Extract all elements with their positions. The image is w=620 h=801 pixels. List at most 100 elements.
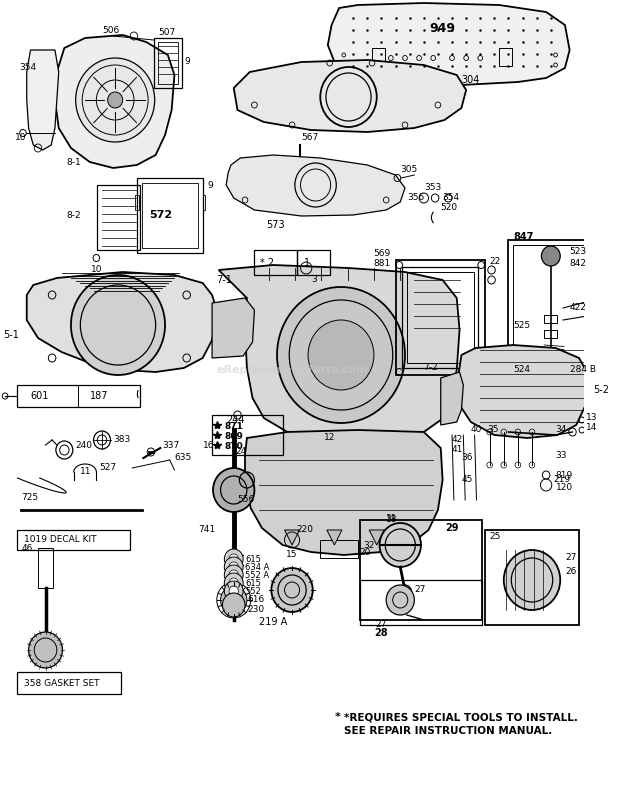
Text: 304: 304: [461, 75, 480, 85]
Text: 525: 525: [513, 320, 530, 329]
Text: 5-1: 5-1: [3, 330, 19, 340]
Circle shape: [277, 287, 405, 423]
Text: 572: 572: [149, 210, 172, 220]
Text: 27: 27: [414, 586, 426, 594]
Polygon shape: [458, 345, 588, 438]
Polygon shape: [27, 272, 217, 372]
Circle shape: [379, 523, 421, 567]
Text: 615: 615: [245, 579, 261, 588]
Bar: [141, 183, 198, 248]
Bar: [360, 580, 482, 625]
Bar: [17, 530, 130, 550]
Text: 36: 36: [461, 453, 473, 462]
Polygon shape: [245, 430, 443, 555]
Text: 11: 11: [81, 468, 92, 477]
Text: 506: 506: [103, 26, 120, 35]
Text: 9: 9: [207, 180, 213, 190]
Text: 569: 569: [374, 249, 391, 258]
Circle shape: [229, 578, 239, 588]
Text: 869: 869: [224, 432, 243, 441]
Circle shape: [213, 468, 254, 512]
Text: 240: 240: [76, 441, 92, 449]
Text: 18: 18: [386, 516, 397, 525]
Circle shape: [308, 320, 374, 390]
Text: 46: 46: [22, 544, 33, 553]
Bar: [402, 267, 479, 368]
Text: 42: 42: [452, 436, 463, 445]
Text: 40: 40: [471, 425, 482, 434]
Text: 573: 573: [266, 220, 285, 230]
Polygon shape: [327, 530, 342, 545]
Bar: [97, 185, 140, 250]
Circle shape: [229, 562, 239, 572]
Text: 14: 14: [586, 424, 597, 433]
Bar: [360, 520, 482, 620]
Bar: [38, 548, 53, 588]
Text: 27: 27: [376, 620, 387, 629]
Circle shape: [71, 275, 165, 375]
Text: SEE REPAIR INSTRUCTION MANUAL.: SEE REPAIR INSTRUCTION MANUAL.: [344, 726, 552, 736]
Bar: [297, 250, 330, 275]
Text: 507: 507: [159, 28, 175, 37]
Text: 16: 16: [203, 441, 215, 449]
Text: 187: 187: [90, 391, 108, 401]
Bar: [154, 38, 182, 88]
Text: 601: 601: [31, 391, 49, 401]
Polygon shape: [55, 35, 174, 168]
Text: 219: 219: [554, 476, 571, 485]
Bar: [513, 245, 612, 383]
Text: 7-1: 7-1: [216, 275, 232, 285]
Polygon shape: [219, 265, 459, 440]
Text: 842: 842: [570, 259, 587, 268]
Text: * 2: * 2: [260, 258, 274, 268]
Polygon shape: [234, 60, 466, 132]
Text: 567: 567: [301, 133, 319, 142]
Text: 284 B: 284 B: [570, 365, 596, 375]
Text: *: *: [334, 712, 340, 722]
Text: 634 A: 634 A: [245, 563, 270, 572]
Text: 9: 9: [185, 58, 190, 66]
Text: 45: 45: [461, 476, 473, 485]
Text: 354: 354: [443, 194, 460, 203]
Circle shape: [386, 585, 414, 615]
Circle shape: [224, 581, 243, 601]
Text: 520: 520: [441, 203, 458, 212]
Text: 847: 847: [513, 232, 534, 242]
Text: 8-2: 8-2: [67, 211, 81, 219]
Text: 523: 523: [570, 248, 587, 256]
Text: 725: 725: [21, 493, 38, 502]
Text: 741: 741: [198, 525, 215, 534]
Bar: [544, 330, 557, 338]
Text: 615: 615: [245, 555, 261, 564]
Text: *REQUIRES SPECIAL TOOLS TO INSTALL.: *REQUIRES SPECIAL TOOLS TO INSTALL.: [344, 712, 578, 722]
Text: 5-2: 5-2: [593, 385, 609, 395]
Text: 354: 354: [19, 63, 37, 73]
Text: 552: 552: [245, 587, 261, 596]
Bar: [544, 315, 557, 323]
Polygon shape: [27, 50, 59, 150]
Polygon shape: [226, 155, 405, 216]
Text: 41: 41: [452, 445, 463, 454]
Text: 3: 3: [311, 275, 317, 284]
Text: 524: 524: [513, 365, 530, 375]
Text: 35: 35: [488, 425, 499, 434]
Text: 949: 949: [430, 22, 456, 34]
Circle shape: [229, 554, 239, 564]
Text: 25: 25: [490, 532, 501, 541]
Text: 20: 20: [360, 548, 371, 557]
Text: 7-2: 7-2: [423, 364, 438, 372]
Text: 230: 230: [248, 606, 265, 614]
Bar: [254, 250, 297, 275]
Circle shape: [29, 632, 63, 668]
Polygon shape: [285, 530, 299, 545]
Text: 881: 881: [374, 259, 391, 268]
Bar: [137, 178, 203, 253]
Text: 220: 220: [297, 525, 314, 534]
Circle shape: [224, 549, 243, 569]
Text: 337: 337: [162, 441, 179, 449]
Circle shape: [504, 550, 560, 610]
Text: 422: 422: [570, 304, 587, 312]
Text: 556: 556: [237, 496, 255, 505]
Text: 12: 12: [324, 433, 335, 442]
Text: 31: 31: [385, 514, 397, 523]
